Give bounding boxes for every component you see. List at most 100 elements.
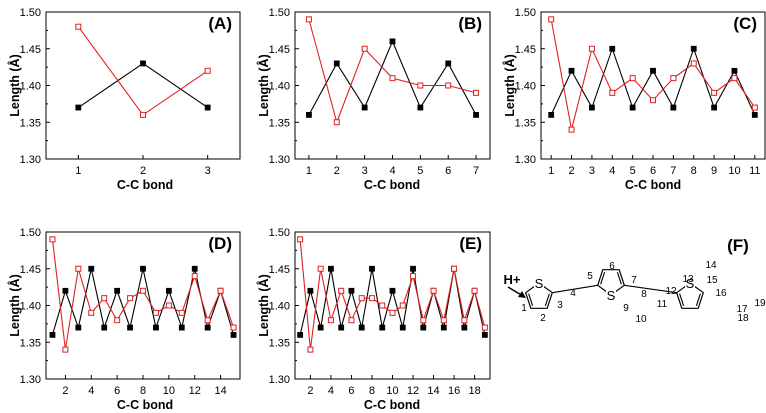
- data-point-neutral: [114, 287, 121, 294]
- bond-number-label: 4: [570, 288, 576, 299]
- bond-number-label: 13: [682, 274, 694, 285]
- data-point-protonated: [461, 317, 468, 324]
- bond-number-label: 5: [587, 271, 593, 282]
- data-point-protonated: [548, 16, 555, 23]
- double-bond: [528, 293, 534, 306]
- data-point-protonated: [178, 309, 185, 316]
- double-bond: [600, 272, 606, 285]
- series-line-protonated: [299, 239, 486, 350]
- y-tick-label: 1.35: [269, 337, 290, 349]
- data-point-neutral: [629, 104, 636, 111]
- x-tick-label: 9: [711, 165, 717, 177]
- data-point-neutral: [389, 287, 396, 294]
- data-point-neutral: [751, 112, 758, 118]
- y-tick-label: 1.40: [20, 81, 41, 93]
- data-point-protonated: [114, 317, 121, 324]
- data-point-neutral: [49, 331, 56, 338]
- bond-number-label: 15: [706, 275, 718, 286]
- x-tick-label: 7: [670, 165, 676, 177]
- data-point-protonated: [230, 324, 237, 331]
- x-tick-label: 11: [749, 165, 760, 177]
- series-line-neutral: [78, 62, 208, 109]
- panel-label: (C): [733, 14, 757, 33]
- double-bond: [695, 293, 701, 306]
- data-point-neutral: [440, 324, 447, 331]
- data-point-neutral: [338, 324, 345, 331]
- data-point-protonated: [650, 97, 656, 104]
- data-point-protonated: [711, 89, 718, 96]
- chart-1: 1.30 1.35 1.40 1.45 1.50 1 2 3 C-C bond Length (Å…: [7, 7, 241, 192]
- bond-number-label: 6: [609, 261, 615, 272]
- x-tick-label: 2: [62, 385, 68, 397]
- inter-ring-bond: [552, 284, 598, 294]
- arrow-head-icon: [518, 291, 526, 298]
- data-point-protonated: [399, 302, 406, 309]
- y-axis-title: Length (Å): [502, 54, 517, 116]
- data-point-neutral: [165, 287, 172, 294]
- panel-label: (D): [208, 234, 232, 253]
- x-tick-label: 4: [609, 165, 615, 177]
- data-point-protonated: [731, 75, 738, 82]
- sulfur-atom: S: [686, 276, 695, 291]
- bond-number-label: 11: [657, 299, 668, 310]
- y-tick-label: 1.40: [20, 301, 41, 313]
- data-point-neutral: [481, 331, 488, 338]
- y-tick-label: 1.45: [269, 44, 290, 56]
- y-axis-title: Length (Å): [7, 54, 22, 116]
- data-point-protonated: [451, 265, 458, 272]
- data-point-neutral: [461, 324, 468, 331]
- x-axis-title: C-C bond: [117, 398, 173, 412]
- data-point-protonated: [204, 317, 211, 324]
- data-point-protonated: [361, 45, 368, 52]
- thiophene-ring: [596, 269, 626, 296]
- thiophene-chain: SSS: [524, 269, 705, 309]
- bond-number-label: 12: [665, 286, 677, 297]
- bond-number-label: 9: [623, 303, 629, 314]
- data-point-protonated: [140, 287, 146, 294]
- y-tick-label: 1.50: [269, 7, 290, 19]
- data-point-protonated: [307, 346, 314, 353]
- panel-label: (A): [208, 14, 232, 33]
- data-point-neutral: [62, 287, 69, 294]
- data-point-neutral: [650, 67, 656, 74]
- x-axis-title: C-C bond: [364, 178, 420, 192]
- bond-number-label: 2: [540, 313, 546, 324]
- atom-mask: [685, 276, 695, 289]
- data-point-protonated: [473, 89, 480, 96]
- data-point-protonated: [140, 111, 146, 118]
- y-tick-label: 1.45: [20, 264, 41, 276]
- panel-label: (B): [458, 14, 482, 33]
- data-point-neutral: [731, 67, 738, 74]
- x-tick-label: 2: [568, 165, 574, 177]
- data-point-neutral: [358, 324, 365, 331]
- data-point-neutral: [389, 38, 396, 45]
- sulfur-atom: S: [607, 288, 616, 303]
- data-point-neutral: [589, 104, 595, 111]
- x-tick-label: 8: [691, 165, 697, 177]
- data-point-protonated: [609, 89, 616, 96]
- bond-number-label: 10: [635, 314, 647, 325]
- atom-mask: [606, 288, 616, 301]
- data-point-protonated: [88, 309, 95, 316]
- data-point-protonated: [49, 236, 56, 243]
- x-tick-label: 12: [189, 385, 201, 397]
- data-point-neutral: [204, 104, 211, 111]
- bond-number-label: 16: [715, 288, 727, 299]
- chart-2: 1.30 1.35 1.40 1.45 1.50 1 2 3 4 5 6 7 C-C bond Lengt…: [256, 7, 491, 192]
- data-point-protonated: [62, 346, 69, 353]
- x-tick-label: 1: [306, 165, 312, 177]
- x-tick-label: 7: [473, 165, 479, 177]
- data-point-protonated: [317, 265, 324, 272]
- x-tick-label: 4: [389, 165, 395, 177]
- panel-label: (E): [459, 234, 482, 253]
- x-tick-label: 8: [369, 385, 375, 397]
- x-tick-label: 5: [417, 165, 423, 177]
- data-point-neutral: [690, 45, 697, 52]
- y-tick-label: 1.35: [515, 117, 536, 129]
- series-line-neutral: [550, 47, 756, 116]
- y-tick-label: 1.45: [20, 44, 41, 56]
- data-point-neutral: [75, 324, 82, 331]
- data-point-protonated: [127, 295, 134, 302]
